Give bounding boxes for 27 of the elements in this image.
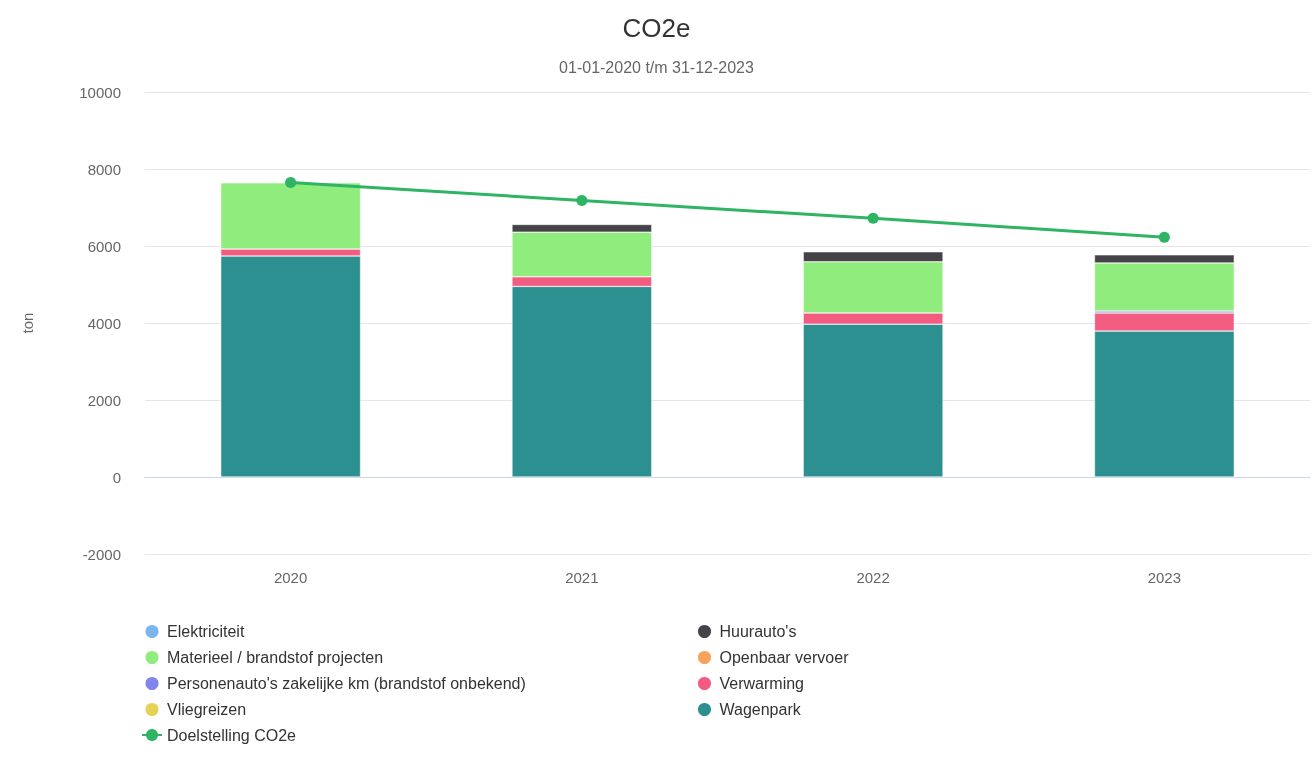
legend-label: Personenauto's zakelijke km (brandstof onbekend) bbox=[167, 675, 526, 692]
y-tick-label: -2000 bbox=[82, 545, 121, 563]
point bbox=[285, 176, 297, 188]
legend-label: Vliegreizen bbox=[167, 701, 247, 718]
y-tick-label: 4000 bbox=[87, 314, 121, 332]
legend-label: Wagenpark bbox=[719, 701, 802, 718]
x-tick-label: 2020 bbox=[273, 569, 308, 586]
y-tick-label: 10000 bbox=[79, 83, 121, 101]
y-axis-title: ton bbox=[19, 312, 36, 334]
y-tick-label: 8000 bbox=[87, 160, 121, 178]
x-tick-label: 2022 bbox=[856, 569, 890, 586]
y-tick-label: 2000 bbox=[87, 391, 121, 409]
x-tick-label: 2021 bbox=[565, 569, 599, 586]
point bbox=[867, 212, 879, 224]
point bbox=[576, 195, 588, 207]
legend-label: Elektriciteit bbox=[167, 623, 245, 640]
y-tick-label: 6000 bbox=[87, 237, 121, 255]
legend-label: Verwarming bbox=[719, 675, 804, 692]
legend-label: Materieel / brandstof projecten bbox=[167, 649, 384, 666]
chart-title: CO2e bbox=[622, 13, 691, 43]
x-tick-label: 2023 bbox=[1147, 569, 1182, 586]
point bbox=[1158, 231, 1170, 243]
y-tick-label: 0 bbox=[112, 468, 121, 486]
legend-label: Doelstelling CO2e bbox=[167, 726, 297, 744]
legend-label: Huurauto's bbox=[719, 623, 797, 640]
chart-subtitle: 01-01-2020 t/m 31-12-2023 bbox=[559, 58, 754, 76]
legend-label: Openbaar vervoer bbox=[719, 649, 850, 666]
